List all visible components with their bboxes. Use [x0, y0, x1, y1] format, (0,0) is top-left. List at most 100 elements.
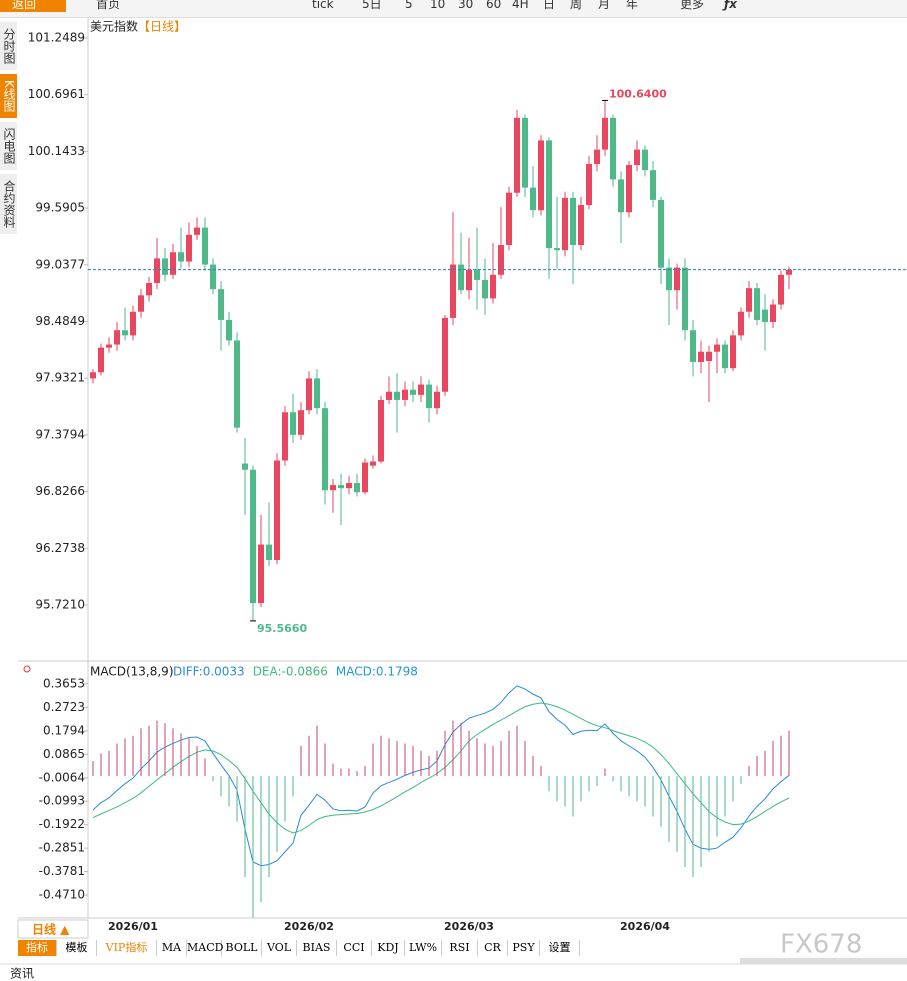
indicator-tab[interactable]: MACD	[187, 940, 224, 956]
side-tab[interactable]: 合约资料	[0, 173, 17, 234]
candle-body	[162, 258, 168, 275]
indicator-line	[92, 702, 790, 834]
y-tick-label: -0.0993	[39, 794, 85, 808]
candle-body	[274, 460, 280, 560]
candle-body	[658, 199, 664, 268]
x-tick-label: 2026/03	[444, 920, 494, 933]
candle-body	[682, 267, 688, 331]
indicator-tab[interactable]: RSI	[442, 940, 478, 956]
candle-body	[618, 179, 624, 213]
candle-body	[202, 227, 208, 265]
candle-body	[466, 269, 472, 291]
indicator-tab[interactable]: 模板	[57, 940, 97, 956]
indicator-tab[interactable]: KDJ	[372, 940, 405, 956]
toolbar-item[interactable]: 60	[486, 0, 502, 11]
candle-body	[146, 283, 152, 296]
candle-body	[314, 378, 320, 409]
candle-body	[650, 170, 656, 200]
candle-body	[378, 399, 384, 462]
side-tab[interactable]: K线图	[0, 74, 17, 118]
candle-body	[90, 372, 96, 379]
y-tick-label: -0.3781	[39, 864, 85, 878]
candle-body	[698, 351, 704, 363]
back-button[interactable]: 返回	[0, 0, 66, 12]
toolbar-item[interactable]: tick	[312, 0, 334, 11]
toolbar-item[interactable]: 4H	[512, 0, 529, 11]
candle-body	[642, 149, 648, 171]
candle-body	[498, 245, 504, 275]
candle-body	[322, 408, 328, 491]
toolbar-item[interactable]: 5	[405, 0, 413, 11]
candle-body	[538, 140, 544, 211]
toolbar-item[interactable]: 10	[430, 0, 446, 11]
candle-body	[98, 347, 104, 373]
candle-body	[338, 485, 344, 489]
candle-body	[434, 391, 440, 409]
candle-body	[346, 483, 352, 489]
candle-body	[610, 117, 616, 180]
indicator-line	[92, 685, 790, 867]
indicator-tab[interactable]: LW%	[405, 940, 442, 956]
indicator-tab[interactable]: MA	[157, 940, 187, 956]
toolbar-item[interactable]: 日	[543, 0, 556, 11]
indicator-tab[interactable]: 设置	[540, 940, 580, 956]
toolbar-item[interactable]: 30	[458, 0, 474, 11]
candle-body	[194, 227, 200, 235]
side-tab[interactable]: 分时图	[0, 22, 17, 70]
indicator-tab[interactable]: VOL	[262, 940, 297, 956]
candle-body	[786, 269, 792, 275]
fx-button[interactable]: ƒx	[724, 0, 737, 11]
candle-body	[474, 269, 480, 280]
candle-body	[290, 412, 296, 435]
toolbar-item[interactable]: 年	[626, 0, 639, 11]
candle-body	[178, 252, 184, 262]
indicator-title: MACD(13,8,9)	[90, 665, 174, 679]
candle-body	[330, 485, 336, 491]
candle-body	[730, 335, 736, 369]
y-tick-label: 95.7210	[35, 598, 85, 612]
legend-entry: MACD:0.1798	[336, 665, 418, 679]
y-tick-label: 97.9321	[35, 371, 85, 385]
candle-body	[242, 463, 248, 470]
footer-label[interactable]: 资讯	[10, 967, 34, 981]
y-tick-label: 99.5905	[35, 201, 85, 215]
indicator-tab[interactable]: BOLL	[222, 940, 262, 956]
indicator-tab[interactable]: CR	[478, 940, 508, 956]
candle-body	[482, 279, 488, 299]
scrollbar[interactable]	[740, 958, 907, 964]
toolbar-item[interactable]: 5日	[362, 0, 382, 11]
indicator-tab[interactable]: BIAS	[297, 940, 337, 956]
candle-body	[722, 344, 728, 369]
x-tick-label: 2026/02	[284, 920, 334, 933]
side-tab[interactable]: 闪电图	[0, 121, 17, 170]
candle-body	[138, 295, 144, 312]
indicator-tab[interactable]: 指标	[18, 940, 57, 956]
candle-body	[186, 234, 192, 262]
period-label[interactable]: 日线 ▲	[32, 922, 70, 937]
candle-body	[522, 117, 528, 188]
candle-body	[594, 149, 600, 165]
candle-body	[410, 389, 416, 395]
candle-body	[106, 344, 112, 348]
candle-body	[738, 311, 744, 336]
candle-body	[394, 391, 400, 400]
candle-body	[306, 378, 312, 411]
y-tick-label: 99.0377	[35, 257, 85, 271]
candle-body	[458, 264, 464, 291]
settings-icon[interactable]	[23, 665, 31, 673]
indicator-tab[interactable]: CCI	[337, 940, 372, 956]
toolbar-item[interactable]: 周	[570, 0, 583, 11]
y-tick-label: 100.1433	[28, 144, 85, 158]
indicator-tab[interactable]: VIP指标	[97, 940, 157, 956]
candle-body	[778, 274, 784, 305]
more-button[interactable]: 更多	[680, 0, 705, 11]
toolbar-item[interactable]: 月	[598, 0, 611, 11]
y-tick-label: -0.2851	[39, 841, 85, 855]
period-box[interactable]	[17, 919, 89, 939]
candle-body	[450, 264, 456, 318]
indicator-tab[interactable]: PSY	[508, 940, 540, 956]
home-button[interactable]: 首页	[96, 0, 121, 11]
candle-body	[354, 483, 360, 493]
candle-body	[674, 267, 680, 291]
